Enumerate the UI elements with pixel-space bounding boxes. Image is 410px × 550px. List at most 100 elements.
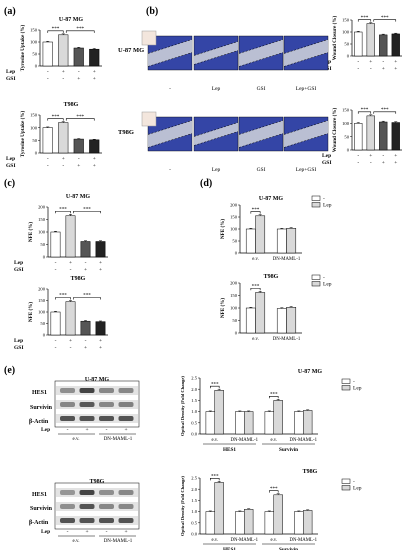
wb2-lep-sign-2: - — [106, 529, 108, 535]
wb1-band-hes1: HES1 — [32, 390, 47, 396]
a1-lep-sign-2: - — [78, 69, 80, 75]
b2-wound-edge-bottom-2 — [238, 133, 284, 148]
d2-bar-3 — [286, 307, 297, 334]
a1-gsi-row-label: GSI — [6, 76, 15, 82]
wb1-group-label-0: e.v. — [73, 437, 80, 442]
a1-ytick-label-1: 50 — [32, 52, 37, 57]
a2-bar-3 — [89, 139, 100, 154]
b1-sig-bracket-1 — [373, 19, 397, 22]
wb1-lep-sign-3: + — [124, 427, 127, 433]
chart-layer: 0 50 100 150 Tyrosine Uptake (%) *** *** U-87 M… — [6, 15, 402, 550]
c2-bar-2 — [80, 320, 91, 336]
e1-bar-0 — [205, 411, 215, 435]
e1-bar-4 — [264, 411, 274, 435]
e1-bar-1 — [214, 390, 224, 435]
b2-gsi-row-label: GSI — [322, 160, 331, 166]
wb2-band-r2-l1 — [79, 518, 95, 523]
a1-ylabel: Tyrosine Uptake (%) — [19, 24, 26, 71]
c1-lep-sign-0: - — [55, 260, 57, 266]
d2-bar-2 — [276, 308, 287, 334]
e1-bar-3 — [244, 411, 254, 435]
a1-gsi-sign-0: - — [47, 76, 49, 82]
d1-legend-label-1: Lep — [323, 203, 332, 209]
b2-ytick-label-2: 100 — [342, 121, 350, 126]
wb1-band-r0-l1 — [79, 388, 95, 393]
e2-group-label-0: e.v. — [211, 538, 218, 543]
c2-sig-label-1: *** — [83, 293, 91, 299]
a1-gsi-sign-1: - — [62, 76, 64, 82]
b1-ytick-label-2: 100 — [342, 30, 350, 35]
d2-ytick-label-4: 200 — [230, 281, 238, 286]
c2-lep-sign-1: + — [69, 338, 72, 344]
d2-bar-1 — [255, 292, 266, 334]
e1-ytick-label-1: 0.5 — [191, 420, 197, 425]
a1-bar-2 — [73, 47, 84, 67]
wb2-lep-sign-1: + — [85, 529, 88, 535]
b2-bar-1 — [366, 115, 375, 151]
b2-caption-lep: Lep — [212, 167, 221, 173]
wb1-title: U-87 MG — [85, 377, 109, 383]
d2-legend-swatch-1 — [311, 281, 321, 287]
c2-gsi-sign-0: - — [55, 345, 57, 351]
b2-caption-gsi: GSI — [257, 167, 266, 173]
e1-group-label-2: e.v. — [270, 438, 277, 443]
b2-caption-ctrl: - — [169, 167, 171, 173]
c2-bar-1 — [65, 301, 76, 336]
b2-wound-edge-top-1 — [193, 122, 239, 137]
e2-bar-7 — [303, 510, 313, 535]
c1-ylabel: NFE (%) — [27, 222, 34, 243]
b1-bar-1 — [366, 23, 375, 57]
panel-label-c: (c) — [4, 178, 15, 189]
b2-sig-label-1: *** — [381, 107, 389, 113]
wb1-band-actin: β-Actin — [29, 419, 49, 425]
wb1-band-r1-l1 — [79, 402, 95, 407]
wb1-band-r2-l1 — [79, 416, 95, 421]
d1-legend-swatch-1 — [311, 202, 321, 208]
e1-legend-label-1: Lep — [353, 386, 362, 392]
c1-sig-label-0: *** — [59, 206, 67, 212]
panel-label-a: (a) — [4, 6, 16, 17]
d1-group-label-0: e.v. — [252, 257, 259, 262]
a1-bar-3 — [89, 48, 100, 67]
b-row-label-t98: T98G — [118, 129, 134, 136]
e2-ytick-label-5: 2.5 — [191, 476, 197, 481]
c1-lep-row-label: Lep — [14, 260, 23, 266]
d2-ytick-label-1: 50 — [232, 318, 237, 323]
e2-protein-label-0: HES1 — [223, 547, 236, 550]
b-row-label-u87: U-87 MG — [118, 47, 144, 54]
c1-gsi-sign-3: + — [99, 267, 102, 273]
e1-ylabel: Optical Density (Fold Change) — [180, 376, 185, 436]
b1-wound-edge-bottom-3 — [283, 52, 329, 67]
b2-ytick-label-0: 0 — [347, 148, 350, 153]
e2-ytick-label-3: 1.5 — [191, 498, 197, 503]
wb1-lep-row-label: Lep — [41, 427, 50, 433]
b1-gsi-sign-1: - — [370, 66, 372, 72]
wb2-band-r1-l1 — [79, 504, 95, 509]
wb2-band-r0-l3 — [118, 490, 134, 495]
c2-ytick-label-2: 100 — [38, 310, 46, 315]
b1-lep-sign-2: - — [382, 59, 384, 65]
wb1-lep-sign-1: + — [85, 427, 88, 433]
a1-bar-0 — [42, 41, 53, 67]
a2-lep-sign-3: + — [93, 156, 96, 162]
b1-wound-edge-top-1 — [193, 41, 239, 56]
wb1-lane-bg-1 — [56, 400, 138, 409]
e2-sig-bracket-0 — [210, 478, 220, 481]
c2-gsi-sign-3: + — [99, 345, 102, 351]
b1-wound-gap-3 — [284, 39, 328, 67]
b1-caption-ctrl: - — [169, 86, 171, 92]
c2-gsi-sign-1: - — [70, 345, 72, 351]
a2-gsi-row-label: GSI — [6, 163, 15, 169]
e1-ytick-label-4: 2.0 — [191, 387, 197, 392]
c2-gsi-sign-2: + — [84, 345, 87, 351]
e2-legend-swatch-0 — [341, 478, 351, 484]
b2-wound-edge-top-0 — [147, 120, 193, 135]
b2-wound-edge-bottom-0 — [147, 133, 193, 148]
c1-ytick-label-0: 0 — [43, 255, 46, 260]
b2-gsi-sign-0: - — [357, 160, 359, 166]
wb1-band-r0-l0 — [60, 388, 75, 393]
b1-bar-2 — [379, 34, 388, 57]
c1-ytick-label-3: 150 — [38, 217, 46, 222]
a2-lep-sign-1: + — [62, 156, 65, 162]
a2-lep-sign-0: - — [47, 156, 49, 162]
